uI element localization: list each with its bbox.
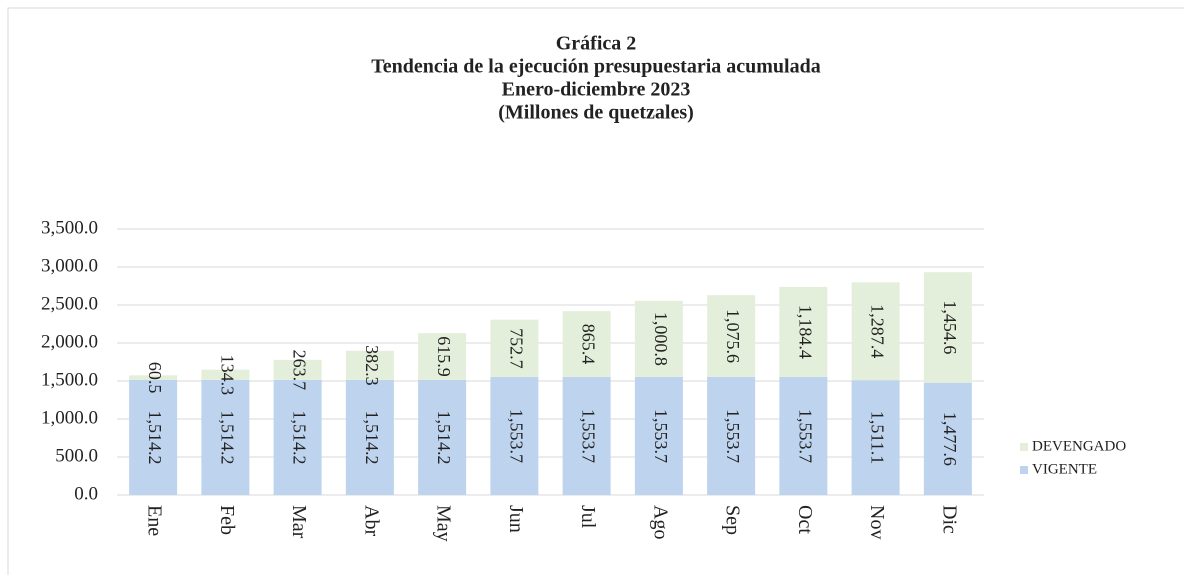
data-label: 1,184.4 xyxy=(795,305,815,359)
bar-segment xyxy=(273,379,322,495)
x-tick-label: Nov xyxy=(866,505,888,539)
y-tick-label: 500.0 xyxy=(55,445,98,466)
bar-segment xyxy=(418,379,467,495)
bar-segment xyxy=(201,379,250,495)
chart-frame xyxy=(7,7,1184,580)
legend-label: DEVENGADO xyxy=(1032,438,1126,454)
y-tick-label: 1,000.0 xyxy=(41,407,98,428)
x-tick-label: Jun xyxy=(505,505,527,533)
y-tick-label: 2,500.0 xyxy=(41,293,98,314)
data-label: 1,287.4 xyxy=(868,304,888,358)
data-label: 1,477.6 xyxy=(940,412,960,466)
data-label: 615.9 xyxy=(434,336,454,377)
data-label: 1,514.2 xyxy=(217,410,237,464)
x-tick-label: Jul xyxy=(577,505,599,529)
data-label: 1,553.7 xyxy=(795,409,815,463)
y-tick-label: 1,500.0 xyxy=(41,369,98,390)
bar-segment xyxy=(707,295,756,377)
legend-swatch xyxy=(1020,466,1028,474)
bar-segment xyxy=(707,376,756,495)
bar-segment xyxy=(201,369,250,380)
y-tick-label: 3,500.0 xyxy=(41,217,98,238)
x-tick-label: Dic xyxy=(938,505,960,534)
bar-segment xyxy=(562,376,611,495)
data-label: 1,075.6 xyxy=(723,309,743,363)
data-label: 1,553.7 xyxy=(723,409,743,463)
legend-label: VIGENTE xyxy=(1032,461,1097,477)
data-label: 1,514.2 xyxy=(290,410,310,464)
data-label: 1,511.1 xyxy=(868,411,888,464)
y-tick-label: 3,000.0 xyxy=(41,255,98,276)
chart-title: Gráfica 2 xyxy=(556,33,637,55)
data-label: 1,454.6 xyxy=(940,300,960,354)
bar-segment xyxy=(490,319,539,377)
x-tick-label: May xyxy=(433,505,455,542)
bar-segment xyxy=(634,376,683,495)
chart-title: (Millones de quetzales) xyxy=(498,102,694,124)
bar-segment xyxy=(634,300,683,377)
y-tick-label: 0.0 xyxy=(74,483,98,504)
data-label: 1,000.8 xyxy=(651,312,671,366)
data-label: 1,514.2 xyxy=(362,410,382,464)
data-label: 382.3 xyxy=(362,345,382,386)
data-label: 263.7 xyxy=(290,350,310,391)
bar-segment xyxy=(851,282,900,381)
bar-segment xyxy=(923,272,972,383)
x-tick-label: Ago xyxy=(649,505,671,539)
bar-segment xyxy=(923,382,972,495)
bar-segment xyxy=(273,359,322,380)
x-tick-label: Oct xyxy=(794,505,816,534)
data-label: 1,553.7 xyxy=(651,409,671,463)
x-tick-label: Abr xyxy=(360,505,382,536)
bar-segment xyxy=(345,350,394,380)
bar-segment xyxy=(129,375,178,380)
data-label: 1,514.2 xyxy=(145,410,165,464)
data-label: 134.3 xyxy=(217,355,237,396)
y-tick-label: 2,000.0 xyxy=(41,331,98,352)
bar-segment xyxy=(779,376,828,495)
bar-segment xyxy=(562,311,611,377)
data-label: 1,553.7 xyxy=(506,409,526,463)
bar-segment xyxy=(418,333,467,380)
bar-segment xyxy=(345,379,394,495)
data-label: 60.5 xyxy=(145,362,165,394)
x-tick-label: Ene xyxy=(144,505,166,536)
data-label: 1,553.7 xyxy=(579,409,599,463)
bar-segment xyxy=(490,376,539,495)
bar-segment xyxy=(851,380,900,495)
x-tick-label: Feb xyxy=(216,505,238,535)
data-label: 752.7 xyxy=(506,328,526,369)
x-tick-label: Mar xyxy=(288,505,310,539)
bar-segment xyxy=(779,286,828,377)
legend-swatch xyxy=(1020,443,1028,451)
bar-segment xyxy=(129,379,178,495)
chart-title: Tendencia de la ejecución presupuestaria… xyxy=(371,56,820,78)
x-tick-label: Sep xyxy=(722,505,744,535)
chart-title: Enero-diciembre 2023 xyxy=(502,79,691,101)
data-label: 1,514.2 xyxy=(434,410,454,464)
data-label: 865.4 xyxy=(579,324,599,365)
